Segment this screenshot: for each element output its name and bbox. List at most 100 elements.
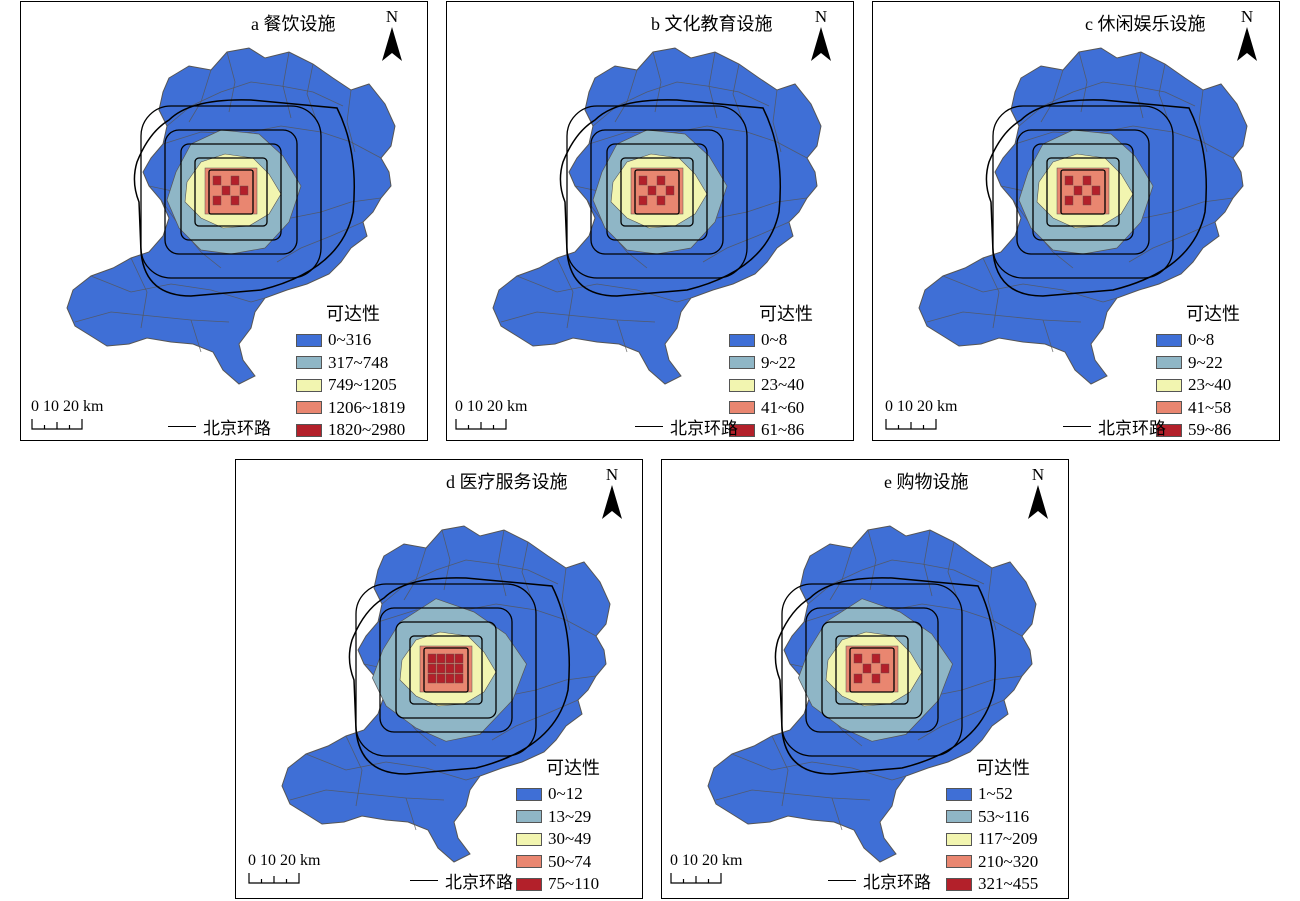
district-boundary <box>614 69 638 123</box>
accessibility-zone-class4 <box>845 645 899 693</box>
district-boundary <box>1102 297 1118 303</box>
legend-item: 13~29 <box>516 806 600 829</box>
legend-item: 1820~2980 <box>296 419 405 440</box>
ring-road <box>208 169 254 215</box>
district-boundary <box>465 775 481 781</box>
map-panel-a: a 餐饮设施 N 可达性 0~316 317~748 749~1205 1206… <box>20 1 428 441</box>
legend-title: 可达性 <box>976 758 1030 778</box>
district-boundary <box>708 51 718 119</box>
panel-title: e 购物设施 <box>884 472 969 492</box>
district-boundary <box>588 125 808 159</box>
district-boundary <box>616 319 628 353</box>
accessibility-zone-class5 <box>1091 185 1101 196</box>
legend: 可达性 1~52 53~116 117~209 210~320 321~455 <box>946 754 1038 896</box>
accessibility-zone-class5 <box>436 653 446 664</box>
ring-road <box>805 607 939 733</box>
accessibility-zone-class5 <box>665 185 675 196</box>
legend-swatch <box>516 877 542 891</box>
district-boundary <box>652 51 662 113</box>
district-boundary <box>130 257 148 329</box>
ring-road-outer <box>774 577 997 775</box>
district-boundary <box>1158 63 1170 123</box>
ring-road <box>566 105 748 279</box>
district-boundary <box>162 125 382 159</box>
district-boundary <box>772 89 782 153</box>
legend: 可达性 0~12 13~29 30~49 50~74 75~110 <box>516 754 600 896</box>
north-arrow: N <box>809 8 833 62</box>
legend-item: 749~1205 <box>296 374 405 397</box>
choropleth-map <box>492 47 822 385</box>
district-boundary <box>188 69 212 123</box>
legend: 可达性 0~8 9~22 23~40 41~60 61~86 <box>729 300 813 440</box>
district-boundary <box>987 567 997 631</box>
ring-road <box>379 607 513 733</box>
scale-bar: 0 10 20 km <box>670 852 742 884</box>
legend-item: 59~86 <box>1156 419 1240 440</box>
ring-road-legend: 北京环路 <box>1063 414 1166 439</box>
north-arrow: N <box>1026 466 1050 520</box>
district-boundary <box>1078 51 1088 113</box>
scale-bar-graphic <box>885 419 937 430</box>
ring-road <box>1060 169 1106 215</box>
legend-item: 0~8 <box>1156 329 1240 352</box>
accessibility-zone-class5 <box>454 663 464 674</box>
district-boundary <box>867 529 877 591</box>
accessibility-zone-class5 <box>212 175 222 186</box>
district-boundary <box>250 297 266 303</box>
accessibility-zone-class5 <box>1064 175 1074 186</box>
district-boundary <box>831 797 843 831</box>
district-boundary <box>1198 89 1208 153</box>
accessibility-zone-class5 <box>880 663 890 674</box>
north-arrow: N <box>380 8 404 62</box>
accessibility-zone-class5 <box>445 653 455 664</box>
ring-road <box>634 169 680 215</box>
ring-road <box>180 143 282 241</box>
legend-item: 9~22 <box>729 352 813 375</box>
district-boundary <box>226 51 236 113</box>
legend-item: 9~22 <box>1156 352 1240 375</box>
ring-road-line-sample <box>1063 426 1091 427</box>
legend: 可达性 0~316 317~748 749~1205 1206~1819 182… <box>296 300 405 440</box>
scale-bar-graphic <box>248 873 300 884</box>
legend-swatch <box>946 855 972 869</box>
legend-swatch <box>516 832 542 846</box>
legend-swatch <box>729 378 755 392</box>
district-boundary <box>1042 319 1054 353</box>
ring-road-outer <box>559 99 782 297</box>
accessibility-zone-class5 <box>445 673 455 684</box>
ring-road <box>1016 129 1150 255</box>
district-boundary <box>290 197 382 219</box>
legend-item: 41~60 <box>729 397 813 420</box>
panel-title: a 餐饮设施 <box>251 14 336 34</box>
legend-swatch <box>1156 333 1182 347</box>
choropleth-map <box>707 525 1037 863</box>
district-boundary <box>345 735 363 807</box>
legend-title: 可达性 <box>546 758 600 778</box>
legend-item: 321~455 <box>946 873 1038 896</box>
north-arrow-icon <box>1028 485 1048 519</box>
district-boundary <box>676 297 692 303</box>
legend-swatch <box>296 378 322 392</box>
accessibility-zone-class5 <box>427 673 437 684</box>
ring-road-line-sample <box>410 880 438 881</box>
legend-swatch <box>729 423 755 437</box>
district-boundary <box>1142 197 1234 219</box>
scale-bar: 0 10 20 km <box>31 398 103 430</box>
accessibility-zone-class5 <box>221 185 231 196</box>
north-arrow-icon <box>602 485 622 519</box>
ring-road <box>164 129 298 255</box>
accessibility-zone-class5 <box>445 663 455 674</box>
scale-bar: 0 10 20 km <box>885 398 957 430</box>
ring-road <box>781 583 963 757</box>
north-arrow: N <box>1235 8 1259 62</box>
legend-swatch <box>516 787 542 801</box>
ring-road <box>423 647 469 693</box>
accessibility-zone-class5 <box>871 653 881 664</box>
ring-road <box>849 647 895 693</box>
ring-road-line-sample <box>828 880 856 881</box>
legend-swatch <box>296 356 322 370</box>
legend-item: 0~316 <box>296 329 405 352</box>
accessibility-zone-class5 <box>647 185 657 196</box>
district-boundary <box>403 547 427 601</box>
accessibility-zone-class5 <box>871 673 881 684</box>
